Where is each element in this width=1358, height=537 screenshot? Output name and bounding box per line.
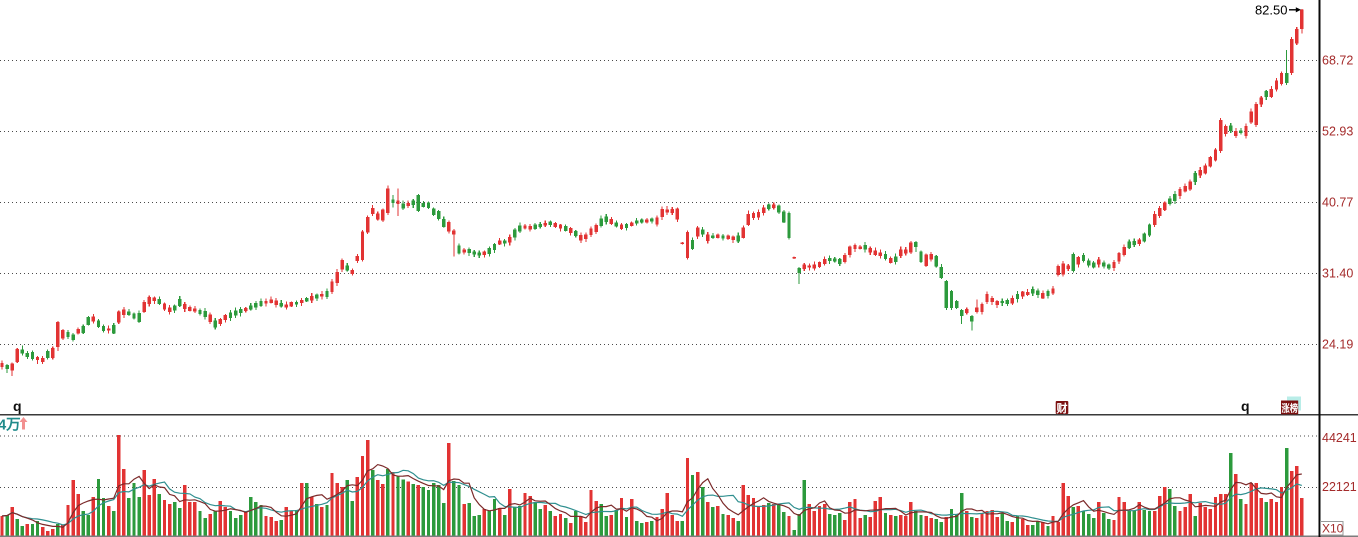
svg-text:q: q (1241, 398, 1250, 414)
svg-text:40.77: 40.77 (1322, 196, 1353, 210)
svg-text:04万: 04万 (0, 417, 21, 434)
svg-text:82.50: 82.50 (1255, 3, 1288, 18)
svg-text:财: 财 (1056, 401, 1068, 415)
svg-text:涨榜: 涨榜 (1281, 402, 1298, 415)
svg-text:22121: 22121 (1322, 480, 1357, 494)
svg-text:q: q (13, 398, 22, 414)
svg-text:52.93: 52.93 (1322, 125, 1353, 139)
svg-text:44241: 44241 (1322, 431, 1357, 445)
svg-text:24.19: 24.19 (1322, 338, 1353, 352)
svg-text:X10: X10 (1322, 522, 1344, 536)
svg-text:31.40: 31.40 (1322, 267, 1353, 281)
svg-text:68.72: 68.72 (1322, 54, 1353, 68)
